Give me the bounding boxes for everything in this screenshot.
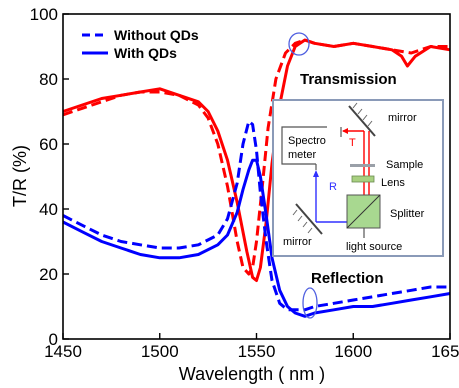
top-mirror-hatch [352,102,373,127]
y-tick-label: 0 [49,330,58,349]
spectro-label-1: Spectro [288,135,326,147]
x-tick-label: 1600 [334,342,372,361]
series-layer [62,38,451,318]
mirror-bottom-label: mirror [283,236,312,248]
spectro-label-2: meter [288,149,316,161]
sample-plate [350,164,375,167]
plot-frame [62,13,451,340]
reflection-ellipse [302,287,318,319]
lens-label: Lens [381,177,405,189]
y-axis-title: T/R (%) [10,145,30,207]
inset-schematic: mirror Spectro meter T R Sample Lens Spl… [272,99,444,257]
transmission-label: Transmission [300,71,397,88]
transmission-ellipse [288,32,310,56]
y-tick-label: 80 [39,70,58,89]
x-tick-label: 1550 [238,342,276,361]
y-tick-label: 60 [39,135,58,154]
bottom-mirror [295,203,323,235]
reflection-solid-line [62,158,451,318]
splitter-label: Splitter [390,208,425,220]
x-tick-label: 1450 [44,342,82,361]
top-mirror [348,105,376,137]
t-label: T [349,137,356,149]
x-tick-label: 1500 [141,342,179,361]
y-tick-label: 100 [30,5,58,24]
spectrometer-box [281,126,327,165]
transmission-solid-line [62,38,451,282]
y-tick-label: 40 [39,200,58,219]
lens [351,175,375,183]
r-arrowhead [313,170,319,177]
legend-label-with-qds: With QDs [114,45,177,61]
reflection-label: Reflection [311,270,384,287]
mirror-top-label: mirror [388,112,417,124]
r-label: R [329,181,337,193]
x-axis-title: Wavelength ( nm ) [179,364,325,384]
legend-label-without-qds: Without QDs [114,27,199,43]
light-source-label: light source [346,241,402,253]
y-tick-label: 20 [39,265,58,284]
legend: Without QDs With QDs [82,27,199,61]
splitter-diagonal [346,194,381,229]
t-arrowhead [342,128,348,134]
bottom-mirror-hatch [292,209,313,234]
sample-label: Sample [386,159,423,171]
